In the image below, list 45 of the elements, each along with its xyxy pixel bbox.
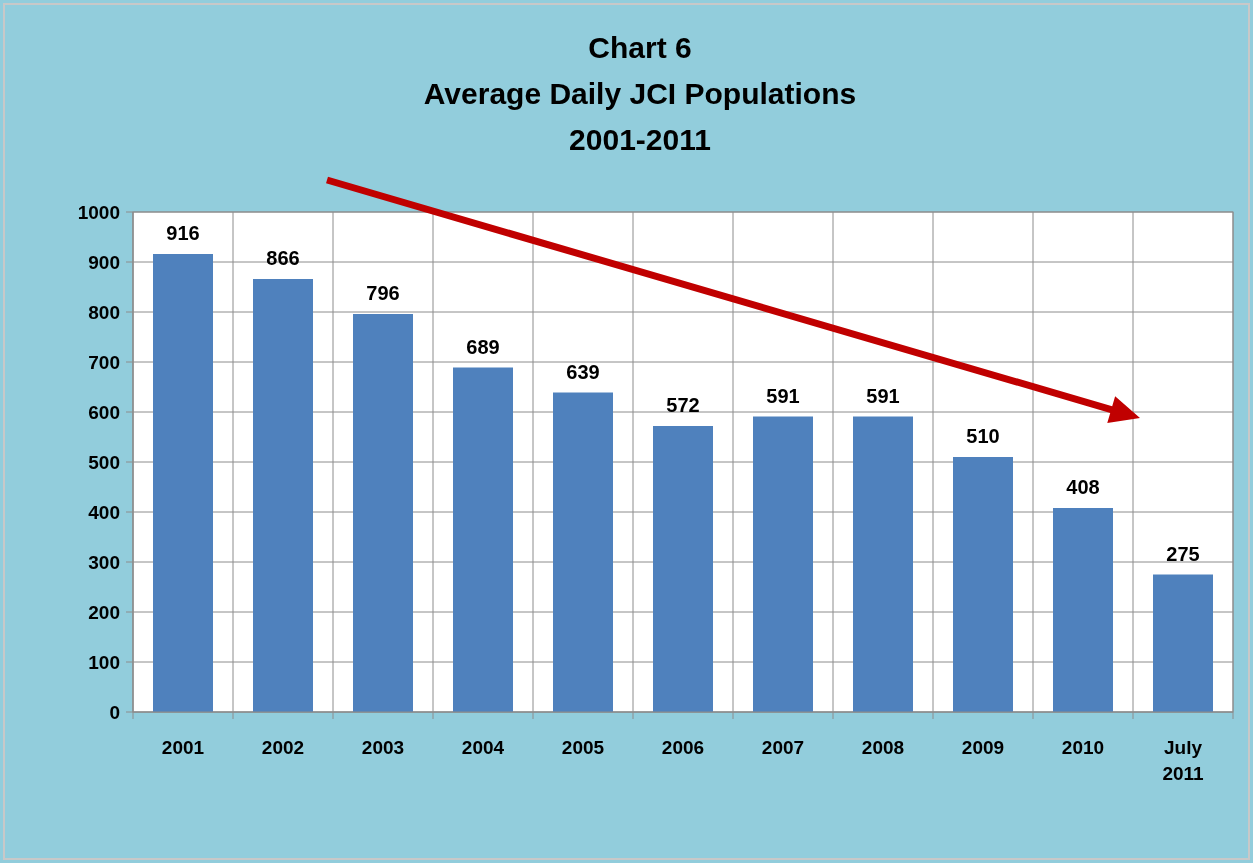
bar [453,367,513,712]
chart-title: Chart 6 Average Daily JCI Populations 2001-2011 [423,31,857,156]
x-tick-label: 2006 [661,737,705,758]
data-label: 866 [266,247,300,269]
data-label: 408 [1066,476,1100,498]
y-tick-label: 0 [109,701,120,723]
data-label: 591 [766,384,800,407]
x-tick-label: 2003 [361,737,405,758]
x-tick-label: 2008 [861,737,905,758]
bar [353,314,413,712]
y-tick-label: 100 [88,651,120,673]
y-tick-label: 300 [88,551,120,573]
bar [753,416,813,712]
y-tick-label: 400 [88,501,120,523]
data-label: 796 [366,282,400,304]
bar [153,254,213,712]
y-tick-label: 700 [88,351,120,373]
x-tick-label: 2004 [461,737,505,758]
data-label: 510 [966,425,1000,447]
data-label: 591 [866,384,900,407]
x-tick-label: 2001 [161,737,205,758]
bar [1053,508,1113,712]
data-label: 916 [166,222,200,244]
data-label: 572 [666,394,700,416]
x-tick-label: 2002 [261,737,305,758]
bar [553,392,613,712]
x-tick-label: 2007 [761,737,805,758]
y-tick-label: 500 [88,451,120,473]
y-tick-label: 200 [88,601,120,623]
bar [1153,574,1213,712]
x-tick-label: 2009 [961,737,1005,758]
bar [653,426,713,712]
y-tick-label: 800 [88,301,120,323]
x-tick-label: 2005 [561,737,605,758]
y-tick-label: 900 [88,251,120,273]
bar [253,279,313,712]
data-label: 639 [566,360,600,383]
data-label: 275 [1166,542,1200,565]
y-tick-label: 1000 [77,201,120,223]
data-label: 689 [466,335,500,358]
x-tick-label: July 2011 [1162,737,1205,784]
x-tick-label: 2010 [1061,737,1105,758]
bar [853,416,913,712]
bar [953,457,1013,712]
y-tick-label: 600 [88,401,120,423]
